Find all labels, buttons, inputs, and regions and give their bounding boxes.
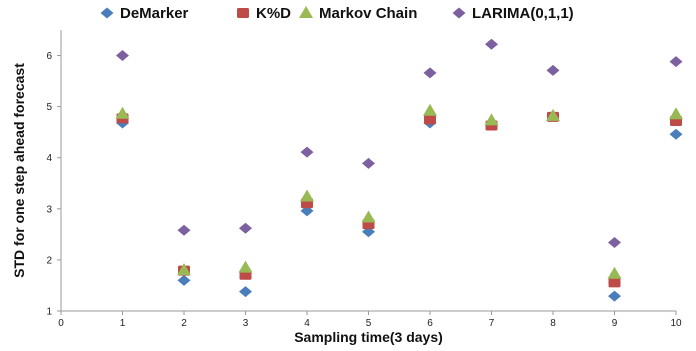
y-tick-label: 3 — [46, 204, 52, 215]
data-point — [423, 103, 437, 116]
x-tick-label: 5 — [366, 318, 372, 329]
legend-item: Markov Chain — [299, 5, 417, 22]
series-markov-chain — [115, 103, 683, 279]
data-point — [608, 290, 621, 302]
series-k-d — [116, 111, 682, 288]
data-point — [485, 38, 498, 50]
y-axis-title: STD for one step ahead forecast — [11, 63, 27, 278]
legend-marker — [237, 8, 249, 18]
data-point — [546, 64, 560, 76]
x-tick-label: 7 — [489, 318, 495, 329]
data-point — [669, 107, 683, 120]
data-points — [115, 38, 683, 302]
y-tick-label: 2 — [46, 255, 52, 266]
legend-marker — [100, 7, 114, 19]
x-tick-label: 9 — [612, 318, 618, 329]
x-tick-label: 8 — [550, 318, 556, 329]
x-tick-label: 0 — [58, 318, 64, 329]
x-tick-label: 4 — [304, 318, 310, 329]
x-axis-title: Sampling time(3 days) — [294, 329, 443, 345]
legend-item: DeMarker — [100, 5, 189, 22]
data-point — [177, 263, 191, 276]
data-point — [608, 237, 621, 249]
legend-label: LARIMA(0,1,1) — [472, 5, 574, 22]
y-tick-label: 5 — [46, 102, 52, 113]
axes — [60, 30, 676, 312]
y-tick-label: 4 — [46, 153, 52, 164]
y-tick-label: 1 — [46, 307, 52, 318]
legend-label: DeMarker — [120, 5, 189, 22]
data-point — [361, 210, 376, 223]
data-point — [424, 114, 436, 125]
legend-marker — [299, 6, 313, 18]
legend-label: Markov Chain — [319, 5, 417, 22]
x-axis-ticks: 0 1 2 3 4 5 6 7 8 9 10 — [58, 311, 682, 329]
data-point — [239, 222, 252, 234]
x-tick-label: 1 — [120, 318, 126, 329]
data-point — [669, 56, 683, 68]
legend-item: LARIMA(0,1,1) — [452, 5, 574, 22]
data-point — [238, 260, 253, 273]
data-point — [546, 108, 560, 121]
data-point — [484, 113, 499, 126]
series-demarker — [116, 110, 683, 302]
y-axis-ticks: 1 2 3 4 5 6 — [46, 51, 61, 318]
data-point — [669, 128, 683, 140]
legend: DeMarker K%D Markov Chain LARIMA(0,1,1) — [100, 5, 574, 22]
x-tick-label: 2 — [181, 318, 187, 329]
legend-marker — [452, 7, 466, 19]
data-point — [608, 277, 621, 288]
data-point — [300, 146, 314, 158]
data-point — [177, 274, 191, 286]
data-point — [607, 266, 622, 279]
data-point — [116, 50, 129, 62]
x-tick-label: 6 — [427, 318, 433, 329]
data-point — [362, 157, 375, 169]
series-larima-0-1-1- — [116, 38, 683, 249]
legend-item: K%D — [237, 5, 291, 22]
x-tick-label: 3 — [243, 318, 249, 329]
data-point — [423, 67, 437, 79]
x-tick-label: 10 — [670, 318, 682, 329]
y-tick-label: 6 — [46, 51, 52, 62]
data-point — [177, 224, 191, 236]
data-point — [115, 106, 130, 119]
legend-label: K%D — [256, 5, 291, 22]
data-point — [300, 189, 314, 202]
data-point — [239, 286, 252, 298]
